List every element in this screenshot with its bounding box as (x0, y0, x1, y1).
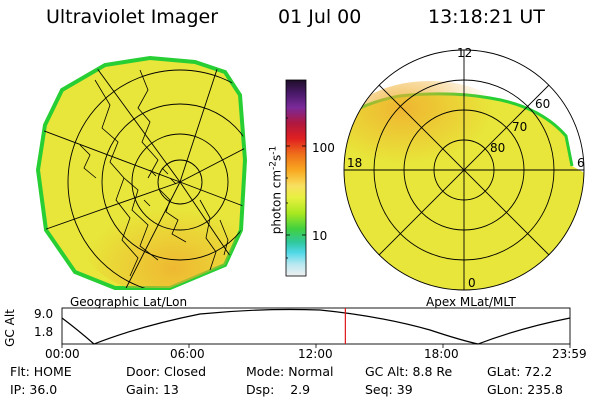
mlat-label-80: 80 (490, 141, 506, 155)
seq-label: Seq: (365, 382, 393, 397)
polar-grid (343, 49, 585, 291)
altitude-xtick-1200: 12:00 (298, 347, 333, 361)
colorbar-unit-sup1: -2 (268, 160, 279, 170)
colorbar-unit-label: photon cm-2s-1 (268, 145, 284, 235)
colorbar-tick-10: 10 (312, 229, 328, 243)
altitude-curve (61, 308, 571, 345)
altitude-xtick-1800: 18:00 (424, 347, 459, 361)
mlat-label-60: 60 (535, 97, 551, 111)
mlt-label-18: 18 (347, 156, 363, 170)
geo-panel-label: Geographic Lat/Lon (70, 295, 188, 309)
altitude-plot (61, 307, 571, 348)
gcalt-label: GC Alt: (365, 364, 409, 379)
info-flt: Flt: HOME (10, 364, 72, 379)
polar-mlat-mlt-image (343, 49, 585, 291)
door-value: Closed (164, 364, 207, 379)
seq-value: 39 (396, 382, 413, 397)
info-glat: GLat: 72.2 (487, 364, 553, 379)
gain-value: 13 (162, 382, 179, 397)
page-title: Ultraviolet Imager (46, 6, 219, 28)
polar-panel-label: Apex MLat/MLT (426, 295, 516, 309)
altitude-ylabel: GC Alt (3, 309, 17, 347)
flt-value: HOME (33, 364, 72, 379)
info-dsp: Dsp: 2.9 (246, 382, 311, 397)
gain-label: Gain: (126, 382, 159, 397)
colorbar-gradient (285, 79, 307, 277)
geo-coastlines (79, 69, 229, 277)
mode-label: Mode: (246, 364, 285, 379)
gcalt-value: 8.8 Re (412, 364, 453, 379)
info-seq: Seq: 39 (365, 382, 413, 397)
glon-value: 235.8 (527, 382, 563, 397)
glat-value: 72.2 (524, 364, 553, 379)
altitude-ytick-low: 1.8 (34, 325, 54, 339)
colorbar-unit-text: photon cm (269, 169, 284, 235)
geographic-image (35, 55, 248, 290)
colorbar-unit-sup2: -1 (268, 145, 279, 155)
dsp-value: 2.9 (290, 382, 311, 397)
ip-value: 36.0 (29, 382, 58, 397)
altitude-xtick-2359: 23:59 (552, 347, 587, 361)
colorbar-tick-100: 100 (312, 141, 335, 155)
altitude-xtick-0000: 00:00 (45, 347, 80, 361)
glon-label: GLon: (487, 382, 524, 397)
mode-value: Normal (288, 364, 334, 379)
mlt-label-6: 6 (577, 156, 585, 170)
altitude-xtick-0600: 06:00 (170, 347, 205, 361)
dsp-label: Dsp: (246, 382, 275, 397)
flt-label: Flt: (10, 364, 30, 379)
info-gain: Gain: 13 (126, 382, 179, 397)
mlat-label-70: 70 (512, 120, 528, 134)
altitude-ytick-high: 9.0 (34, 307, 54, 321)
info-door: Door: Closed (126, 364, 207, 379)
info-glon: GLon: 235.8 (487, 382, 563, 397)
door-label: Door: (126, 364, 161, 379)
info-mode: Mode: Normal (246, 364, 334, 379)
colorbar-unit-mid: s (269, 154, 284, 161)
date-label: 01 Jul 00 (278, 6, 362, 28)
time-label: 13:18:21 UT (428, 6, 545, 28)
mlt-label-12: 12 (457, 46, 473, 60)
info-ip: IP: 36.0 (10, 382, 58, 397)
mlt-label-0: 0 (468, 276, 476, 290)
ip-label: IP: (10, 382, 26, 397)
info-gcalt: GC Alt: 8.8 Re (365, 364, 453, 379)
colorbar (285, 79, 307, 277)
glat-label: GLat: (487, 364, 521, 379)
